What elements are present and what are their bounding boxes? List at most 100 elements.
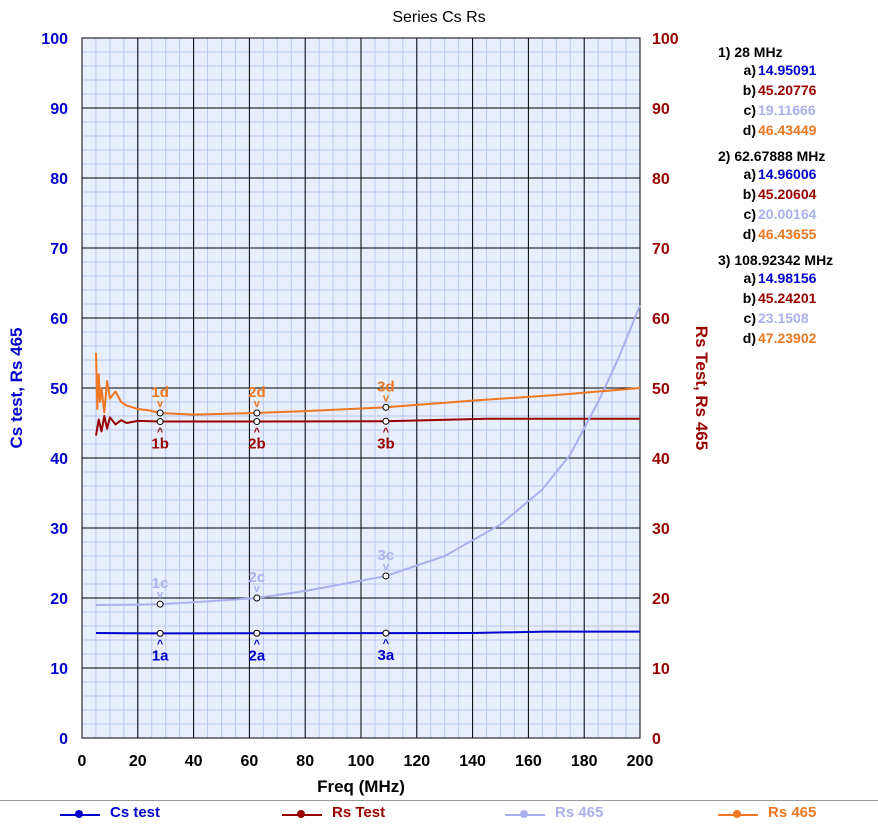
marker-point — [382, 629, 390, 637]
marker-readout-label: c) — [743, 206, 756, 222]
y-right-tick-label: 0 — [652, 731, 661, 748]
marker-point — [382, 572, 390, 580]
y-left-tick-label: 40 — [50, 451, 68, 468]
legend: Cs test Rs Test Rs 465 Rs 465 — [0, 800, 878, 826]
marker-readout-label: d) — [742, 330, 756, 346]
legend-swatch-dot — [297, 810, 305, 818]
chart-title: Series Cs Rs — [392, 9, 485, 26]
marker-readout-label: c) — [743, 310, 756, 326]
marker-readout-label: a) — [743, 62, 756, 78]
marker-point — [156, 418, 164, 426]
y-left-tick-label: 50 — [50, 381, 68, 398]
marker-label: 1d — [151, 384, 169, 401]
marker-readout-row: c) 23.1508 — [718, 310, 878, 330]
legend-swatch-dot — [733, 810, 741, 818]
marker-readout-row: b) 45.24201 — [718, 290, 878, 310]
x-axis-ticks: 0 20 40 60 80 100 120 140 160 180 200 — [78, 753, 654, 770]
marker-readout-row: a) 14.98156 — [718, 270, 878, 290]
marker-point — [253, 418, 261, 426]
marker-point — [156, 409, 164, 417]
y-left-tick-label: 70 — [50, 241, 68, 258]
x-tick-label: 100 — [348, 753, 375, 770]
marker-point — [253, 629, 261, 637]
marker-readout-value: 47.23902 — [758, 330, 817, 346]
marker-readout-value: 14.98156 — [758, 270, 817, 286]
marker-readout-label: b) — [742, 82, 756, 98]
y-axis-right-ticks: 0 10 20 30 40 50 60 70 80 90 100 — [652, 31, 679, 748]
marker-label: 2b — [248, 436, 266, 453]
marker-readout-value: 45.20604 — [758, 186, 817, 202]
y-right-tick-label: 10 — [652, 661, 670, 678]
marker-readout-row: a) 14.96006 — [718, 166, 878, 186]
marker-readout-value: 14.95091 — [758, 62, 817, 78]
x-tick-label: 200 — [627, 753, 654, 770]
marker-label: 3d — [377, 378, 395, 395]
marker-readout-row: b) 45.20604 — [718, 186, 878, 206]
y-axis-right-label: Rs Test, Rs 465 — [692, 326, 711, 450]
y-left-tick-label: 30 — [50, 521, 68, 538]
x-axis-label: Freq (MHz) — [317, 777, 405, 796]
y-left-tick-label: 80 — [50, 171, 68, 188]
marker-readout-label: a) — [743, 270, 756, 286]
y-left-tick-label: 0 — [59, 731, 68, 748]
marker-label: 2a — [249, 647, 266, 664]
marker-caret: v — [157, 589, 164, 601]
marker-readout-value: 14.96006 — [758, 166, 817, 182]
marker-caret: v — [254, 583, 261, 595]
marker-readout-row: c) 20.00164 — [718, 206, 878, 226]
x-tick-label: 20 — [129, 753, 147, 770]
y-axis-left-ticks: 0 10 20 30 40 50 60 70 80 90 100 — [41, 31, 68, 748]
legend-label: Rs 465 — [768, 804, 817, 821]
marker-point — [382, 417, 390, 425]
marker-caret: v — [383, 561, 390, 573]
marker-readout-label: b) — [742, 290, 756, 306]
marker-label: 1c — [152, 575, 169, 592]
y-right-tick-label: 20 — [652, 591, 670, 608]
marker-caret: v — [383, 392, 390, 404]
marker-readout-label: c) — [743, 102, 756, 118]
marker-point — [253, 409, 261, 417]
legend-label: Rs 465 — [555, 804, 604, 821]
marker-readout-row: a) 14.95091 — [718, 62, 878, 82]
marker-readout-value: 46.43449 — [758, 122, 817, 138]
marker-readout-value: 45.20776 — [758, 82, 817, 98]
marker-label: 3c — [378, 547, 395, 564]
marker-header: 3) 108.92342 MHz — [718, 252, 834, 268]
marker-readout-row: d) 46.43655 — [718, 226, 878, 246]
x-tick-label: 160 — [515, 753, 542, 770]
x-tick-label: 40 — [185, 753, 203, 770]
y-right-tick-label: 50 — [652, 381, 670, 398]
y-left-tick-label: 90 — [50, 101, 68, 118]
marker-readout-label: d) — [742, 226, 756, 242]
marker-caret: ^ — [157, 638, 164, 650]
marker-caret: v — [157, 398, 164, 410]
chart: 0 10 20 30 40 50 60 70 80 90 100 0 10 20 30 40 50 60 70 80… — [7, 9, 711, 796]
y-left-tick-label: 60 — [50, 311, 68, 328]
y-right-tick-label: 40 — [652, 451, 670, 468]
y-left-tick-label: 10 — [50, 661, 68, 678]
marker-point — [156, 600, 164, 608]
marker-point — [253, 594, 261, 602]
legend-swatch-dot — [75, 810, 83, 818]
marker-readout-label: b) — [742, 186, 756, 202]
marker-readout-value: 46.43655 — [758, 226, 817, 242]
marker-label: 3a — [378, 647, 395, 664]
marker-readout-row: d) 46.43449 — [718, 122, 878, 142]
marker-header: 2) 62.67888 MHz — [718, 148, 826, 164]
x-tick-label: 80 — [296, 753, 314, 770]
marker-label: 1b — [151, 436, 169, 453]
marker-readout-value: 45.24201 — [758, 290, 817, 306]
legend-label: Rs Test — [332, 804, 386, 821]
y-right-tick-label: 80 — [652, 171, 670, 188]
y-right-tick-label: 90 — [652, 101, 670, 118]
series-line-3 — [95, 305, 641, 606]
marker-readout-panel: 1) 28 MHz a) 14.95091 b) 45.20776 c) 19.11666 d… — [718, 38, 878, 350]
marker-header: 1) 28 MHz — [718, 44, 783, 60]
series-line-2 — [95, 415, 640, 436]
marker-label: 2d — [248, 384, 266, 401]
marker-point — [156, 629, 164, 637]
y-right-tick-label: 100 — [652, 31, 679, 48]
marker-readout-row: c) 19.11666 — [718, 102, 878, 122]
y-right-tick-label: 30 — [652, 521, 670, 538]
